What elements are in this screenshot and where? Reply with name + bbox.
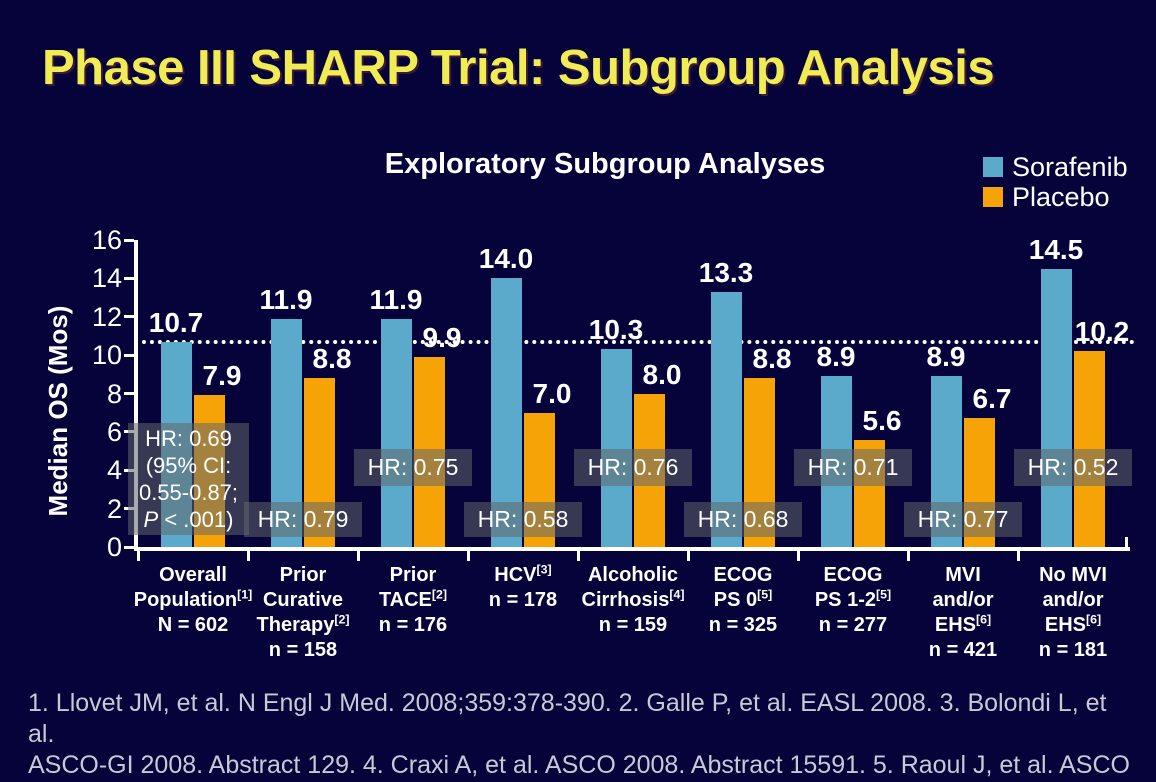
y-tick-label: 10 <box>91 340 122 371</box>
value-label-placebo-7: 6.7 <box>972 383 1012 415</box>
hr-annotation-0: HR: 0.69 (95% CI: 0.55-0.87; P < .001) <box>128 423 249 535</box>
category-label-8: No MVI and/or EHS[6] n = 181 <box>1038 564 1108 661</box>
value-label-placebo-4: 8.0 <box>642 358 682 390</box>
legend: Sorafenib Placebo <box>983 152 1128 212</box>
category-label-1: Prior Curative Therapy[2] n = 158 <box>256 564 350 661</box>
category-label-6: ECOG PS 1-2[5] n = 277 <box>814 564 892 636</box>
value-label-sorafenib-0: 10.7 <box>148 306 204 338</box>
plot-area: 0 2 4 6 8 10 12 14 16 HR: 0.69 (95% CI: 0.55-0.87; P… <box>92 225 1135 661</box>
y-tick <box>124 353 134 357</box>
y-tick-label: 2 <box>106 493 122 524</box>
category-label-0: Overall Population[1] N = 602 <box>133 564 253 636</box>
reference-line <box>134 339 1135 344</box>
y-tick-label: 6 <box>106 416 122 447</box>
x-tick <box>356 550 360 561</box>
value-label-sorafenib-2: 11.9 <box>369 283 423 315</box>
reference-line-1: 1. Llovet JM, et al. N Engl J Med. 2008;… <box>28 689 1107 748</box>
value-label-placebo-8: 10.2 <box>1074 316 1130 348</box>
category-label-7: MVI and/or EHS[6] n = 421 <box>928 564 998 661</box>
hr-annotation-text: HR: 0.58 <box>477 506 569 532</box>
value-label-placebo-1: 8.8 <box>312 343 352 375</box>
x-tick <box>466 550 470 561</box>
hr-annotation-text: HR: 0.77 <box>917 506 1009 532</box>
legend-item-placebo: Placebo <box>983 182 1128 212</box>
x-axis-endcap <box>1125 537 1128 549</box>
hr-annotation-text: HR: 0.75 <box>367 454 459 480</box>
x-tick <box>136 550 140 561</box>
hr-annotation-7: HR: 0.77 <box>904 502 1022 537</box>
y-tick-label: 12 <box>91 301 122 332</box>
y-tick <box>124 315 134 319</box>
y-tick-label: 0 <box>106 532 122 562</box>
legend-item-sorafenib: Sorafenib <box>983 152 1128 182</box>
category-label-4: Alcoholic Cirrhosis[4] n = 159 <box>581 564 685 636</box>
y-axis-line <box>134 240 138 551</box>
value-label-placebo-0: 7.9 <box>202 360 242 392</box>
y-tick-label: 16 <box>91 225 122 255</box>
hr-annotation-text: HR: 0.68 <box>697 506 789 532</box>
value-label-sorafenib-6: 8.9 <box>816 341 856 373</box>
hr-annotation-2: HR: 0.75 <box>354 449 472 486</box>
value-label-sorafenib-1: 11.9 <box>259 283 313 315</box>
y-axis-title: Median OS (Mos) <box>43 305 73 517</box>
x-tick <box>576 550 580 561</box>
bar-sorafenib-8 <box>1041 268 1072 547</box>
y-tick <box>124 545 134 549</box>
hr-annotation-5: HR: 0.68 <box>684 502 802 537</box>
value-label-placebo-5: 8.8 <box>752 343 792 375</box>
value-label-sorafenib-4: 10.3 <box>588 314 644 346</box>
legend-label-sorafenib: Sorafenib <box>1012 151 1128 182</box>
value-label-sorafenib-7: 8.9 <box>926 341 966 373</box>
hr-annotation-3: HR: 0.58 <box>464 502 582 537</box>
hr-annotation-text: HR: 0.69 (95% CI: 0.55-0.87; P < .001) <box>138 426 239 532</box>
hr-annotation-text: HR: 0.79 <box>257 506 349 532</box>
references: 1. Llovet JM, et al. N Engl J Med. 2008;… <box>28 688 1138 782</box>
hr-annotation-8: HR: 0.52 <box>1014 449 1132 486</box>
y-tick-label: 14 <box>91 263 122 294</box>
category-label-2: Prior TACE[2] n = 176 <box>378 564 448 636</box>
x-tick <box>796 550 800 561</box>
reference-line-2: ASCO-GI 2008. Abstract 129. 4. Craxi A, … <box>28 751 1130 779</box>
slide-title: Phase III SHARP Trial: Subgroup Analysis <box>42 41 995 95</box>
value-label-placebo-3: 7.0 <box>532 377 572 409</box>
y-tick-label: 8 <box>106 378 122 409</box>
hr-annotation-4: HR: 0.76 <box>574 449 692 486</box>
category-label-3: HCV[3] n = 178 <box>488 562 558 611</box>
value-label-sorafenib-3: 14.0 <box>478 243 534 275</box>
bar-sorafenib-2 <box>381 318 412 547</box>
hr-annotation-text: HR: 0.52 <box>1027 454 1119 480</box>
legend-label-placebo: Placebo <box>1012 181 1110 212</box>
hr-annotation-text: HR: 0.76 <box>587 454 679 480</box>
value-label-sorafenib-5: 13.3 <box>698 256 754 288</box>
x-tick <box>686 550 690 561</box>
bar-sorafenib-4 <box>601 349 632 547</box>
placebo-swatch <box>983 187 1003 207</box>
x-tick <box>1016 550 1020 561</box>
chart-title: Exploratory Subgroup Analyses <box>384 148 826 180</box>
y-tick <box>124 392 134 395</box>
x-tick <box>906 550 910 561</box>
value-label-sorafenib-8: 14.5 <box>1028 233 1084 265</box>
x-tick <box>246 550 250 561</box>
y-tick-label: 4 <box>106 455 122 486</box>
sorafenib-swatch <box>983 157 1003 177</box>
value-label-placebo-2: 9.9 <box>422 322 462 354</box>
hr-annotation-text: HR: 0.71 <box>807 454 899 480</box>
y-tick <box>124 276 134 280</box>
y-tick <box>124 238 134 242</box>
x-axis-line <box>134 547 1130 551</box>
category-label-5: ECOG PS 0[5] n = 325 <box>708 564 778 636</box>
hr-annotation-1: HR: 0.79 <box>244 502 362 537</box>
hr-annotation-6: HR: 0.71 <box>794 449 912 486</box>
value-label-placebo-6: 5.6 <box>862 404 902 436</box>
